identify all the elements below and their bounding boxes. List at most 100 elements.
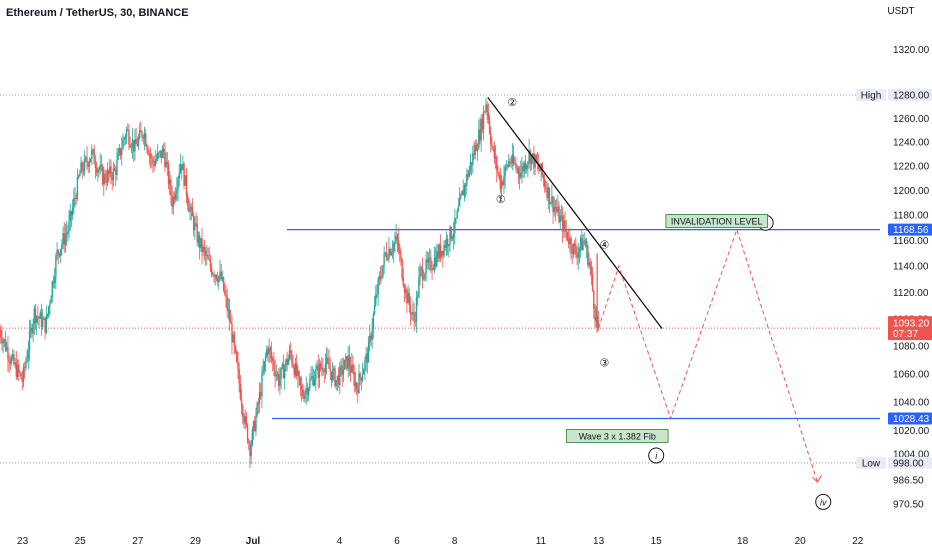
candle-body xyxy=(313,379,316,385)
candle-body xyxy=(336,375,339,381)
candle-body xyxy=(521,166,523,173)
candle-body xyxy=(153,163,155,166)
candle-body xyxy=(71,207,74,216)
candle-body xyxy=(80,162,82,174)
candle-body xyxy=(251,429,254,446)
candle-body xyxy=(91,149,93,159)
candle-body xyxy=(192,216,195,231)
y-tick-label: 1080.00 xyxy=(893,342,930,353)
candle-body xyxy=(173,196,176,200)
candle-body xyxy=(371,329,373,340)
candle-body xyxy=(7,347,9,360)
candle-body xyxy=(378,276,381,280)
candle-body xyxy=(179,164,182,174)
candle-body xyxy=(115,170,117,175)
candle-body xyxy=(185,175,188,196)
candle-body xyxy=(319,363,322,369)
candle-body xyxy=(402,278,405,287)
candle-body xyxy=(94,164,97,169)
candle-body xyxy=(434,257,437,267)
candle-body xyxy=(527,162,529,166)
candle-body xyxy=(107,170,110,174)
candle-body xyxy=(330,371,333,381)
candle-body xyxy=(254,421,256,431)
candle-body xyxy=(448,244,450,247)
candle-body xyxy=(445,238,448,248)
candle-body xyxy=(395,235,397,242)
candle-body xyxy=(561,215,564,232)
countdown-label: 07:37 xyxy=(893,329,918,340)
y-tick-label: 1200.00 xyxy=(893,186,930,197)
candle-body xyxy=(59,248,62,256)
candle-body xyxy=(343,359,346,370)
candle-body xyxy=(479,129,481,141)
candle-body xyxy=(352,364,354,372)
candle-body xyxy=(97,169,99,173)
candle-body xyxy=(191,206,194,217)
candle-body xyxy=(467,174,469,177)
time-axis[interactable]: 23 25 27 29 Jul 4 6 8 11 13 15 18 20 22 xyxy=(17,536,864,547)
candle-body xyxy=(436,251,438,267)
candle-body xyxy=(39,312,41,319)
candle-body xyxy=(196,224,198,243)
candle-body xyxy=(61,243,63,249)
candle-body xyxy=(3,339,6,341)
candle-body xyxy=(359,373,361,378)
candle-body xyxy=(171,195,173,207)
candle-body xyxy=(583,240,585,242)
projection-path xyxy=(598,228,818,483)
candle-body xyxy=(33,308,36,324)
candle-body xyxy=(512,154,515,163)
candle-body xyxy=(361,374,364,381)
candle-body xyxy=(202,246,204,253)
candle-body xyxy=(509,161,511,163)
candle-body xyxy=(405,289,407,293)
high-tag xyxy=(856,89,886,101)
candle-body xyxy=(367,341,370,363)
candle-body xyxy=(50,297,52,304)
last-price-badge-value: 1093.20 xyxy=(893,319,930,330)
candle-body xyxy=(165,161,167,167)
candle-body xyxy=(9,361,12,364)
candle-body xyxy=(285,359,287,368)
candle-body xyxy=(299,376,301,386)
candle-body xyxy=(346,356,348,369)
candle-body xyxy=(68,220,70,232)
candle-body xyxy=(575,246,577,255)
candle-body xyxy=(570,237,572,250)
candle-body xyxy=(236,351,238,362)
candle-body xyxy=(176,189,178,194)
candle-body xyxy=(396,235,399,240)
candle-body xyxy=(257,402,260,404)
candle-body xyxy=(249,443,251,457)
candle-body xyxy=(588,262,590,265)
candle-body xyxy=(318,363,321,378)
candle-body xyxy=(498,172,500,176)
price-axis[interactable]: USDT 1320.00 1280.00 1260.00 1240.00 1220.00 1… xyxy=(856,6,932,511)
candle-body xyxy=(432,268,434,270)
candle-body xyxy=(288,350,291,359)
candle-body xyxy=(430,257,432,270)
candle-body xyxy=(2,340,4,344)
wave-label: i xyxy=(655,451,658,461)
candle-body xyxy=(116,159,118,175)
low-badge-value: 998.00 xyxy=(893,458,924,469)
candle-body xyxy=(207,255,209,259)
candle-body xyxy=(137,138,140,147)
candle-body xyxy=(14,362,16,365)
candle-body xyxy=(225,293,227,297)
candle-body xyxy=(134,139,136,152)
candle-body xyxy=(200,238,202,248)
candle-body xyxy=(312,376,315,385)
candle-body xyxy=(256,402,258,416)
candle-body xyxy=(105,181,107,183)
candle-body xyxy=(387,257,389,260)
candle-body xyxy=(408,293,411,306)
candle-body xyxy=(45,315,47,333)
candle-body xyxy=(242,406,244,417)
candle-body xyxy=(167,164,170,185)
candle-body xyxy=(232,334,234,343)
x-tick-label: 29 xyxy=(190,536,202,547)
